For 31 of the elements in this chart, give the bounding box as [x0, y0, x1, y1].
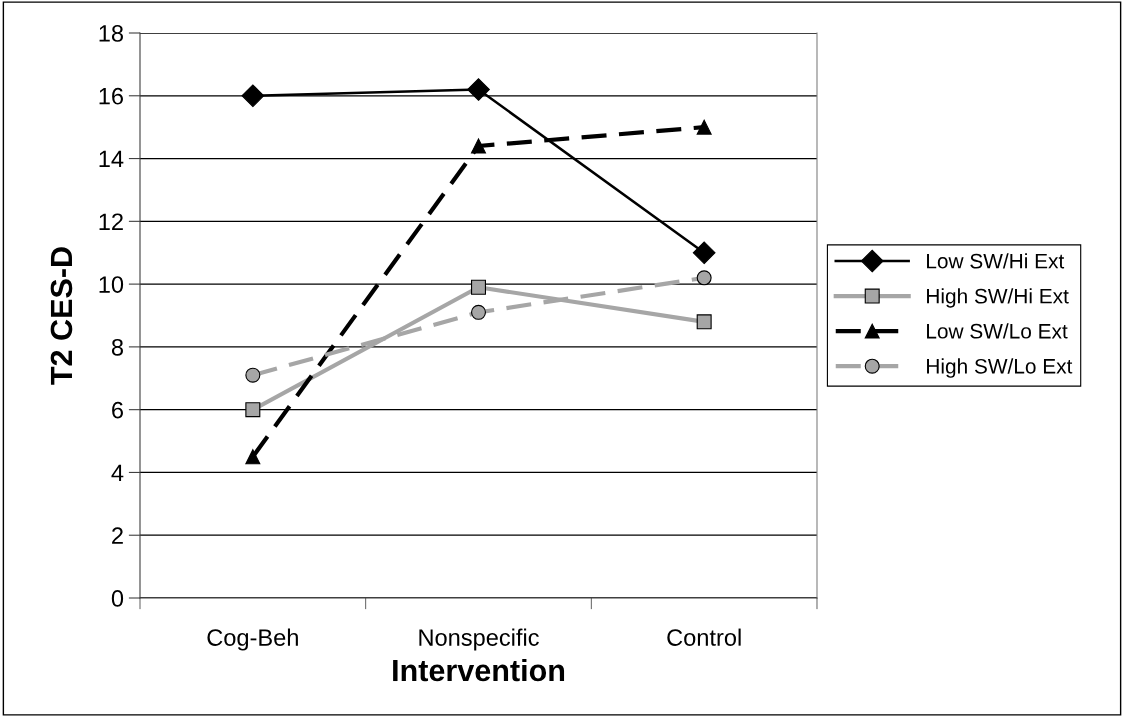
- y-tick-label: 8: [111, 338, 123, 356]
- y-tick-label: 6: [112, 401, 123, 419]
- legend-label: High SW/Lo Ext: [927, 358, 1073, 378]
- y-tick-label: 10: [99, 276, 124, 293]
- point: [696, 314, 712, 330]
- legend-label: Low SW/Lo Ext: [927, 323, 1068, 339]
- point: [696, 270, 712, 286]
- point: [471, 279, 486, 295]
- point: [245, 402, 261, 418]
- x-tick-label: Nonspecific: [419, 628, 539, 651]
- point: [245, 449, 261, 465]
- point: [241, 84, 265, 108]
- point: [471, 138, 486, 154]
- y-tick-label: 12: [99, 213, 123, 230]
- point: [467, 78, 490, 101]
- y-axis-title: T2 CES-D: [50, 247, 73, 385]
- y-tick-label: 18: [99, 25, 123, 42]
- point: [245, 367, 261, 383]
- y-tick-label: 4: [111, 464, 124, 481]
- legend-label: High SW/Hi Ext: [927, 288, 1069, 308]
- point: [692, 241, 716, 265]
- y-tick-label: 14: [99, 150, 124, 168]
- point: [696, 119, 712, 135]
- x-tick-label: Control: [667, 628, 741, 646]
- legend-label: Low SW/Hi Ext: [927, 253, 1065, 269]
- x-axis-title: Intervention: [393, 658, 565, 682]
- y-tick-label: 2: [112, 527, 123, 544]
- point: [471, 304, 486, 320]
- x-tick-label: Cog-Beh: [207, 628, 298, 651]
- y-tick-label: 16: [99, 87, 123, 105]
- y-tick-label: 0: [111, 590, 124, 607]
